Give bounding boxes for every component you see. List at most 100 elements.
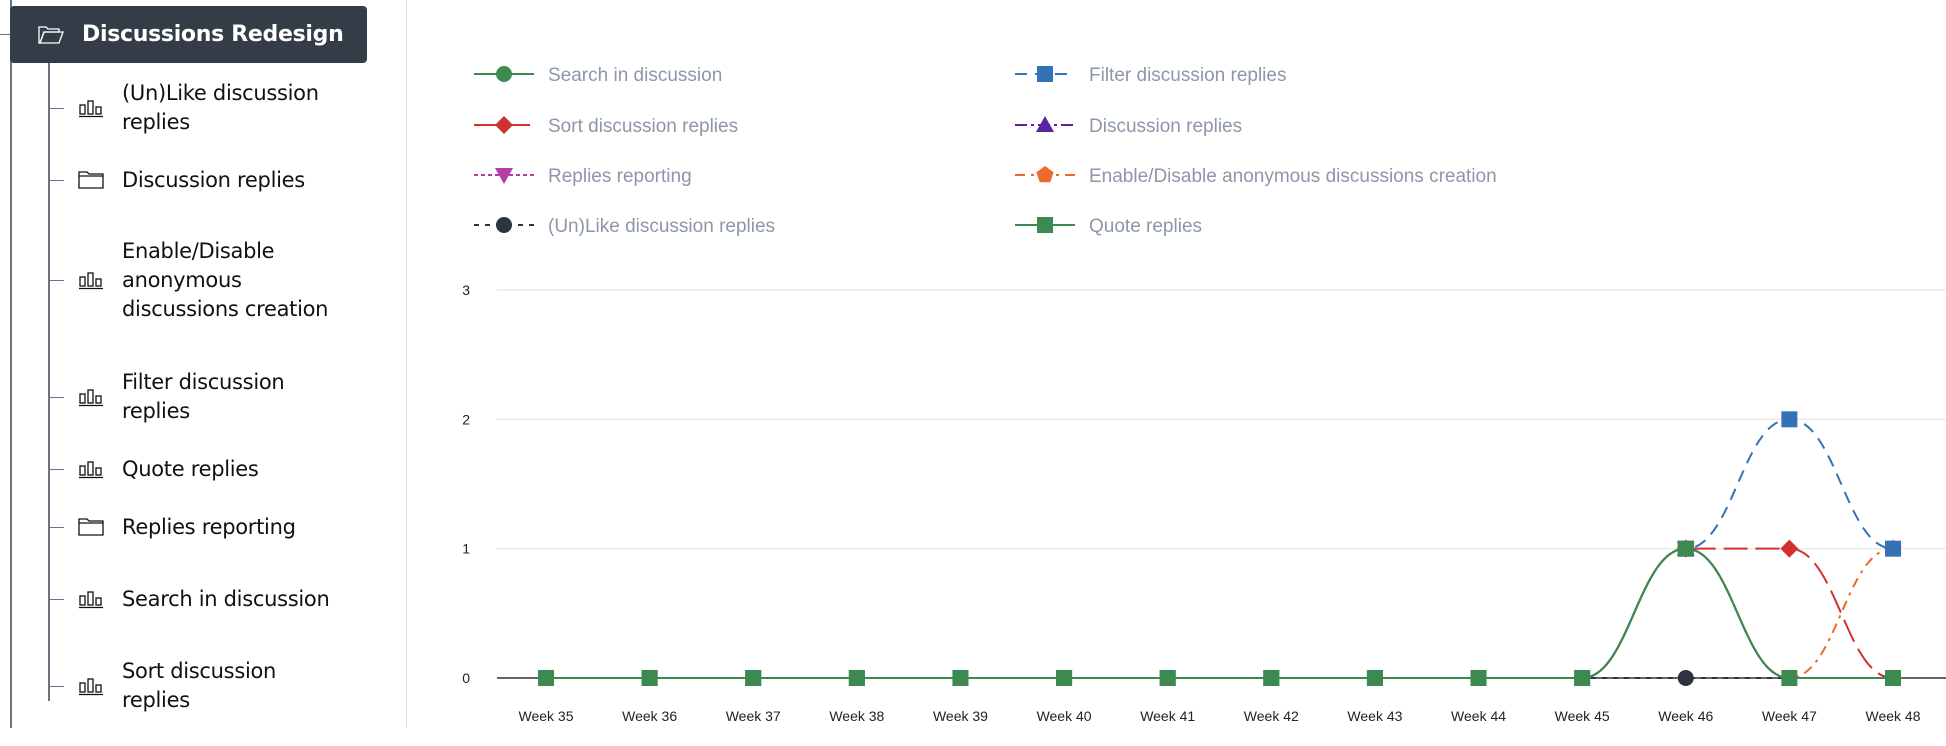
tree-item-label: Filter discussion replies bbox=[122, 370, 285, 423]
tree-item-label: (Un)Like discussion replies bbox=[122, 81, 319, 134]
tree-item-label: Sort discussion replies bbox=[122, 659, 277, 712]
legend-marker bbox=[495, 116, 513, 134]
tree-root-label: Discussions Redesign bbox=[82, 22, 344, 47]
data-point bbox=[1677, 540, 1694, 557]
legend-item[interactable]: Quote replies bbox=[1015, 216, 1202, 237]
folder-icon bbox=[78, 517, 104, 537]
tree-item[interactable]: Replies reporting bbox=[50, 467, 370, 587]
folder-icon bbox=[78, 170, 104, 190]
bar-chart-icon bbox=[78, 589, 104, 609]
tree-item-label: Replies reporting bbox=[122, 514, 296, 539]
legend-item[interactable]: Discussion replies bbox=[1015, 116, 1242, 137]
legend-label: Quote replies bbox=[1089, 216, 1202, 237]
legend-label: Discussion replies bbox=[1089, 116, 1242, 137]
legend-marker bbox=[1037, 66, 1053, 82]
legend-item[interactable]: Sort discussion replies bbox=[474, 116, 738, 137]
tree-item[interactable]: (Un)Like discussion replies bbox=[50, 48, 370, 168]
y-tick-label: 3 bbox=[462, 282, 470, 298]
data-point bbox=[1781, 670, 1798, 686]
legend-marker bbox=[495, 168, 513, 184]
tree-root-discussions-redesign[interactable]: Discussions Redesign bbox=[10, 6, 367, 63]
bar-chart-icon bbox=[78, 387, 104, 407]
x-tick-label: Week 42 bbox=[1244, 708, 1299, 724]
series-line bbox=[546, 539, 1902, 680]
series-line bbox=[546, 539, 1893, 679]
data-point bbox=[1366, 670, 1383, 686]
data-point bbox=[1885, 540, 1901, 557]
bar-chart-icon bbox=[78, 676, 104, 696]
x-tick-label: Week 47 bbox=[1762, 708, 1817, 724]
legend-label: Filter discussion replies bbox=[1089, 65, 1286, 86]
x-tick-label: Week 46 bbox=[1658, 708, 1713, 724]
tree-branch bbox=[0, 34, 10, 35]
bar-chart-icon bbox=[78, 98, 104, 118]
x-tick-label: Week 35 bbox=[519, 708, 574, 724]
tree-item-label: Enable/Disable anonymous discussions cre… bbox=[122, 238, 329, 321]
tree-item[interactable]: Discussion replies bbox=[50, 120, 370, 240]
tree-item-label: Quote replies bbox=[122, 456, 259, 481]
data-point bbox=[1159, 670, 1176, 686]
tree-branch bbox=[50, 179, 64, 181]
legend-label: Sort discussion replies bbox=[548, 116, 738, 137]
y-tick-label: 2 bbox=[462, 411, 470, 427]
data-point bbox=[1470, 670, 1487, 686]
line-chart: 0 1 2 3 Week 35 Week 36 Week 37 Week 38 Week 39 W… bbox=[462, 65, 1946, 724]
legend-label: Replies reporting bbox=[548, 166, 692, 187]
tree-branch bbox=[50, 396, 64, 398]
data-point bbox=[1780, 539, 1799, 558]
tree-line bbox=[10, 0, 12, 728]
legend-label: Search in discussion bbox=[548, 65, 722, 86]
sidebar: Discussions Redesign (Un)Like discussion… bbox=[0, 0, 407, 728]
data-point bbox=[1677, 670, 1694, 686]
data-point bbox=[745, 670, 762, 686]
series-line bbox=[546, 541, 1893, 679]
x-tick-label: Week 39 bbox=[933, 708, 988, 724]
x-tick-label: Week 38 bbox=[829, 708, 884, 724]
legend-item[interactable]: Filter discussion replies bbox=[1015, 65, 1286, 86]
data-point bbox=[1574, 670, 1591, 686]
tree-branch bbox=[50, 468, 64, 470]
y-tick-label: 1 bbox=[462, 541, 470, 557]
x-tick-label: Week 41 bbox=[1140, 708, 1195, 724]
data-point bbox=[538, 670, 554, 686]
tree-branch bbox=[50, 598, 64, 600]
series-line bbox=[538, 540, 1901, 686]
tree-branch bbox=[50, 685, 64, 687]
tree-item[interactable]: Quote replies bbox=[50, 409, 370, 529]
series-line bbox=[546, 539, 1894, 679]
legend-marker bbox=[496, 66, 512, 82]
y-tick-label: 0 bbox=[462, 670, 470, 686]
x-tick-label: Week 48 bbox=[1866, 708, 1921, 724]
data-point bbox=[952, 670, 969, 686]
tree-item[interactable]: Enable/Disable anonymous discussions cre… bbox=[50, 220, 370, 340]
legend-marker bbox=[496, 217, 512, 233]
tree-branch bbox=[50, 107, 64, 109]
tree-item[interactable]: Sort discussion replies bbox=[50, 626, 370, 746]
tree-item-label: Discussion replies bbox=[122, 167, 305, 192]
series-line bbox=[546, 540, 1893, 679]
tree-branch bbox=[50, 279, 64, 281]
legend-marker bbox=[1036, 166, 1054, 183]
legend-item[interactable]: (Un)Like discussion replies bbox=[474, 216, 775, 237]
legend-marker bbox=[1037, 217, 1053, 233]
legend-item[interactable]: Replies reporting bbox=[474, 166, 692, 187]
x-tick-label: Week 45 bbox=[1555, 708, 1610, 724]
data-point bbox=[1056, 670, 1073, 686]
tree-item[interactable]: Search in discussion bbox=[50, 539, 370, 659]
bar-chart-icon bbox=[78, 459, 104, 479]
legend-item[interactable]: Search in discussion bbox=[474, 65, 722, 86]
tree-item-label: Search in discussion bbox=[122, 586, 330, 611]
tree-item[interactable]: Filter discussion replies bbox=[50, 337, 370, 457]
data-point bbox=[641, 670, 658, 686]
x-tick-label: Week 40 bbox=[1037, 708, 1092, 724]
tree-line bbox=[48, 63, 50, 701]
data-point bbox=[1885, 670, 1901, 686]
folder-open-icon bbox=[38, 25, 64, 45]
legend-label: (Un)Like discussion replies bbox=[548, 216, 775, 237]
tree-branch bbox=[50, 526, 64, 528]
legend-item[interactable]: Enable/Disable anonymous discussions cre… bbox=[1015, 166, 1497, 187]
x-tick-label: Week 43 bbox=[1347, 708, 1402, 724]
bar-chart-icon bbox=[78, 270, 104, 290]
legend-marker bbox=[1036, 116, 1054, 132]
data-point bbox=[848, 670, 865, 686]
